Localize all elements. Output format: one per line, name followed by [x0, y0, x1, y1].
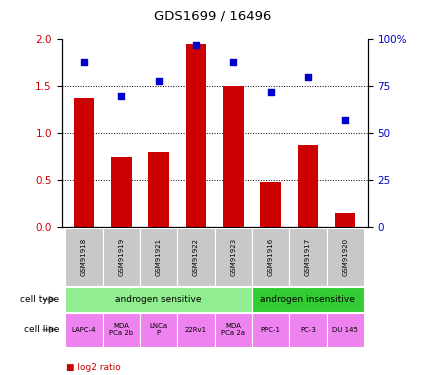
Text: MDA
PCa 2b: MDA PCa 2b [109, 323, 133, 336]
Text: PPC-1: PPC-1 [261, 327, 280, 333]
Point [342, 117, 348, 123]
FancyBboxPatch shape [140, 228, 177, 286]
Point [118, 93, 125, 99]
FancyBboxPatch shape [65, 228, 103, 286]
FancyBboxPatch shape [103, 228, 140, 286]
FancyBboxPatch shape [215, 228, 252, 286]
Bar [298, 146, 318, 227]
Text: 22Rv1: 22Rv1 [185, 327, 207, 333]
Bar [148, 152, 169, 227]
Point [230, 59, 237, 65]
FancyBboxPatch shape [252, 228, 289, 286]
FancyBboxPatch shape [326, 228, 364, 286]
FancyBboxPatch shape [289, 313, 326, 346]
FancyBboxPatch shape [65, 287, 252, 312]
FancyBboxPatch shape [289, 228, 326, 286]
Point [305, 74, 312, 80]
Text: PC-3: PC-3 [300, 327, 316, 333]
Text: MDA
PCa 2a: MDA PCa 2a [221, 323, 245, 336]
Bar [74, 98, 94, 227]
Text: GSM91922: GSM91922 [193, 238, 199, 276]
FancyBboxPatch shape [326, 313, 364, 346]
Text: GSM91916: GSM91916 [268, 238, 274, 276]
Text: GDS1699 / 16496: GDS1699 / 16496 [154, 9, 271, 22]
Text: androgen sensitive: androgen sensitive [116, 295, 202, 304]
Bar [111, 157, 132, 227]
Text: GSM91917: GSM91917 [305, 238, 311, 276]
Text: ■ log2 ratio: ■ log2 ratio [66, 363, 121, 372]
Text: cell line: cell line [24, 325, 60, 334]
Text: LNCa
P: LNCa P [150, 323, 168, 336]
FancyBboxPatch shape [65, 313, 103, 346]
Bar [186, 44, 206, 227]
FancyBboxPatch shape [140, 313, 177, 346]
Point [155, 78, 162, 84]
FancyBboxPatch shape [252, 287, 364, 312]
Text: GSM91923: GSM91923 [230, 238, 236, 276]
Point [193, 42, 199, 48]
FancyBboxPatch shape [215, 313, 252, 346]
Text: LAPC-4: LAPC-4 [72, 327, 96, 333]
Bar [261, 182, 281, 227]
Bar [223, 86, 244, 227]
Text: GSM91920: GSM91920 [342, 238, 348, 276]
Text: GSM91919: GSM91919 [118, 238, 125, 276]
FancyBboxPatch shape [177, 228, 215, 286]
Point [81, 59, 88, 65]
Text: androgen insensitive: androgen insensitive [261, 295, 355, 304]
FancyBboxPatch shape [177, 313, 215, 346]
FancyBboxPatch shape [252, 313, 289, 346]
Point [267, 89, 274, 95]
Text: GSM91921: GSM91921 [156, 238, 162, 276]
Text: cell type: cell type [20, 295, 60, 304]
Text: GSM91918: GSM91918 [81, 238, 87, 276]
FancyBboxPatch shape [103, 313, 140, 346]
Bar [335, 213, 355, 227]
Text: DU 145: DU 145 [332, 327, 358, 333]
